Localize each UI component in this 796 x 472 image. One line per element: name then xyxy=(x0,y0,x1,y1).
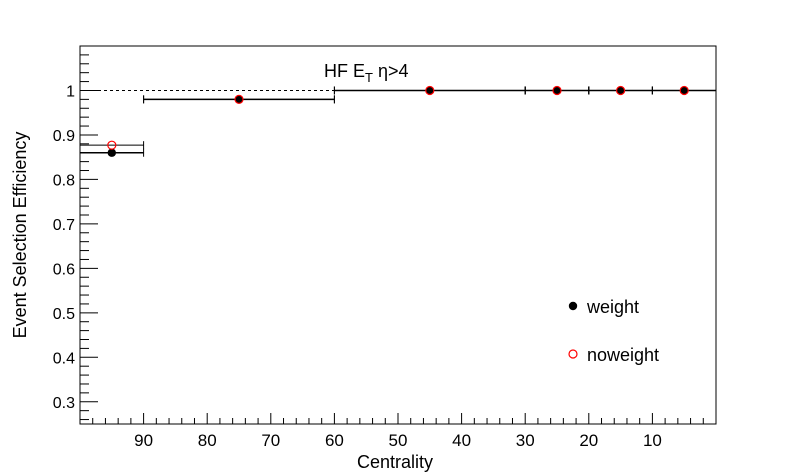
point-noweight xyxy=(425,85,435,96)
point-noweight xyxy=(679,85,689,96)
point-noweight xyxy=(615,85,626,96)
legend: weight noweight xyxy=(568,297,659,365)
legend-noweight-label: noweight xyxy=(587,345,659,365)
y-axis-ticks: 0.3 0.4 0.5 0.6 0.7 0.8 0.9 1 xyxy=(53,45,98,421)
x-axis-title: Centrality xyxy=(357,452,433,472)
x-tick-label: 80 xyxy=(198,431,217,450)
y-tick-label: 0.7 xyxy=(53,217,75,234)
point-weight xyxy=(616,86,625,95)
point-noweight xyxy=(552,85,562,96)
y-tick-label: 0.9 xyxy=(53,128,75,145)
x-axis-ticks: 90 80 70 60 50 40 30 20 10 xyxy=(79,413,717,450)
data-points xyxy=(107,85,689,157)
y-tick-label: 1 xyxy=(66,83,75,100)
x-tick-label: 20 xyxy=(579,431,598,450)
point-weight xyxy=(234,95,244,104)
x-tick-label: 70 xyxy=(261,431,280,450)
x-tick-label: 50 xyxy=(389,431,408,450)
chart-title-subscript: T xyxy=(365,70,373,85)
chart-title: HF ET η>4 xyxy=(324,61,409,85)
point-noweight xyxy=(107,140,117,150)
x-tick-label: 90 xyxy=(134,431,153,450)
x-tick-label: 10 xyxy=(643,431,662,450)
y-tick-label: 0.4 xyxy=(53,350,75,367)
point-weight xyxy=(107,148,117,157)
y-axis-title: Event Selection Efficiency xyxy=(10,132,30,339)
y-tick-label: 0.8 xyxy=(53,172,75,189)
y-tick-label: 0.3 xyxy=(53,395,75,412)
error-bars xyxy=(79,86,717,157)
chart-title-main: HF E xyxy=(324,61,365,81)
plot-frame xyxy=(79,45,717,425)
point-weight xyxy=(552,86,562,95)
point-weight xyxy=(680,86,689,95)
y-tick-label: 0.6 xyxy=(53,261,75,278)
point-weight xyxy=(425,86,434,95)
x-tick-label: 30 xyxy=(516,431,535,450)
legend-weight-marker xyxy=(568,301,578,311)
legend-weight-label: weight xyxy=(586,297,639,317)
point-noweight xyxy=(234,94,244,104)
x-tick-label: 60 xyxy=(325,431,344,450)
x-tick-label: 40 xyxy=(452,431,471,450)
legend-noweight-marker xyxy=(568,349,578,359)
y-tick-label: 0.5 xyxy=(53,306,75,323)
chart-title-tail: η>4 xyxy=(373,61,409,81)
